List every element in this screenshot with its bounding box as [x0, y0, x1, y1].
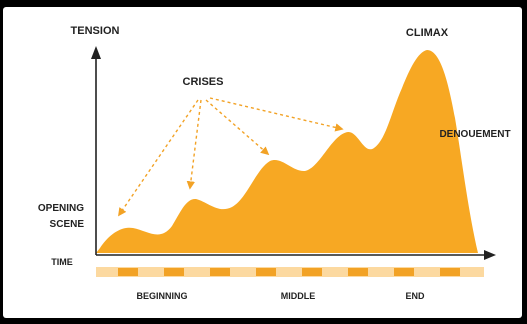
end-label: END	[405, 291, 425, 301]
middle-label: MIDDLE	[281, 291, 316, 301]
tension-curve-area	[96, 50, 478, 253]
crises-label: CRISES	[183, 76, 224, 88]
crises-arrows	[118, 97, 344, 217]
beginning-label: BEGINNING	[136, 291, 187, 301]
climax-label: CLIMAX	[406, 27, 449, 39]
crisis-arrow-2	[186, 99, 202, 190]
crisis-arrow-3	[205, 99, 270, 156]
opening-scene-label-line2: SCENE	[50, 219, 85, 230]
crisis-arrow-4	[209, 97, 344, 132]
time-bar-segments	[118, 268, 460, 276]
time-bar	[96, 267, 484, 277]
crisis-arrow-1	[118, 99, 199, 217]
y-axis-arrowhead	[91, 46, 101, 59]
denouement-label: DENOUEMENT	[439, 129, 510, 140]
x-axis-arrowhead	[484, 250, 496, 260]
y-axis-label: TENSION	[71, 25, 120, 37]
time-label: TIME	[51, 257, 73, 267]
opening-scene-label-line1: OPENING	[38, 203, 84, 214]
